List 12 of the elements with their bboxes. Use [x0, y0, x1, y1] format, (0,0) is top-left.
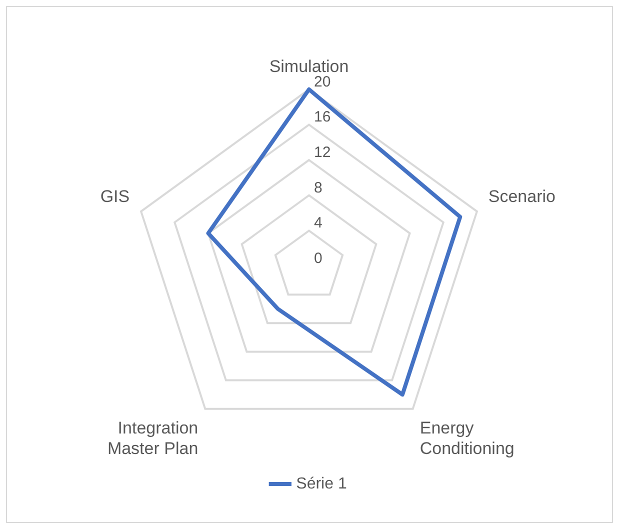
spoke-label: Energy Conditioning [420, 418, 514, 458]
legend-label: Série 1 [296, 475, 347, 492]
y-tick-label: 4 [314, 214, 322, 232]
y-tick-label: 16 [314, 108, 331, 126]
y-tick-label: 8 [314, 179, 322, 196]
spoke-label: Integration Master Plan [107, 418, 198, 458]
y-tick-label: 20 [314, 73, 331, 90]
y-tick-label: 12 [314, 144, 331, 162]
spoke-label: Scenario [488, 187, 556, 206]
spoke-label: Simulation [269, 56, 349, 76]
y-tick-label: 0 [314, 250, 322, 267]
spoke-label: GIS [100, 187, 130, 206]
